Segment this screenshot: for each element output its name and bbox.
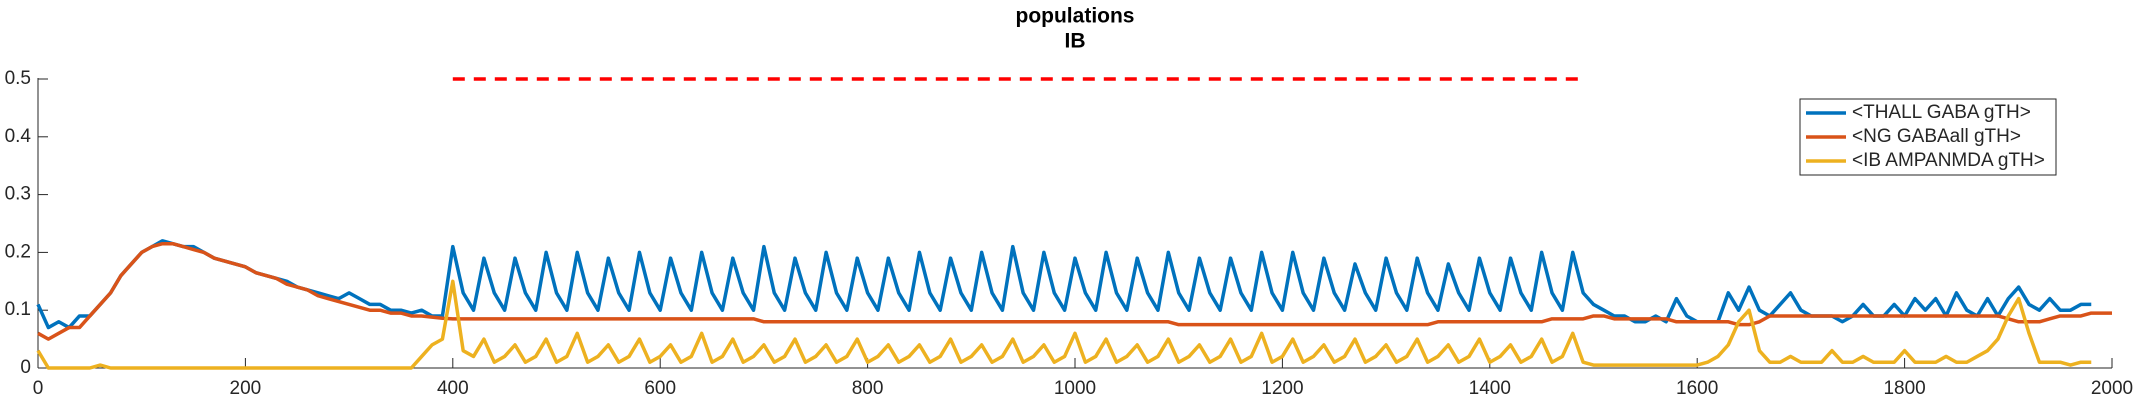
x-tick-label: 1200: [1261, 378, 1303, 399]
y-tick-label: 0.4: [5, 126, 32, 147]
chart-subtitle: IB: [1065, 30, 1086, 53]
legend: <THALL GABA gTH> <NG GABAall gTH> <IB AMPA…: [1799, 98, 2057, 176]
x-tick-label: 1800: [1883, 378, 1925, 399]
y-tick-label: 0.5: [5, 68, 31, 89]
x-tick-label: 1000: [1054, 378, 1096, 399]
y-tick-label: 0.2: [5, 241, 31, 262]
y-tick-label: 0: [20, 357, 31, 378]
y-tick-label: 0.1: [5, 299, 31, 320]
x-tick-label: 0: [33, 378, 44, 399]
legend-label: <THALL GABA gTH>: [1852, 102, 2031, 123]
series-line: [37, 241, 2112, 341]
series-line: [36, 239, 2092, 330]
legend-label: <IB AMPANMDA gTH>: [1852, 150, 2045, 171]
x-tick-label: 2000: [2091, 378, 2133, 399]
legend-label: <NG GABAall gTH>: [1852, 126, 2021, 147]
x-tick-label: 200: [230, 378, 262, 399]
series-line: [36, 279, 2092, 370]
x-tick-label: 400: [437, 378, 469, 399]
x-tick-label: 1400: [1469, 378, 1511, 399]
x-tick-label: 600: [644, 378, 676, 399]
x-tick-label: 800: [852, 378, 884, 399]
y-tick-label: 0.3: [5, 184, 31, 205]
x-tick-label: 1600: [1676, 378, 1718, 399]
chart-title: populations: [1016, 5, 1135, 28]
